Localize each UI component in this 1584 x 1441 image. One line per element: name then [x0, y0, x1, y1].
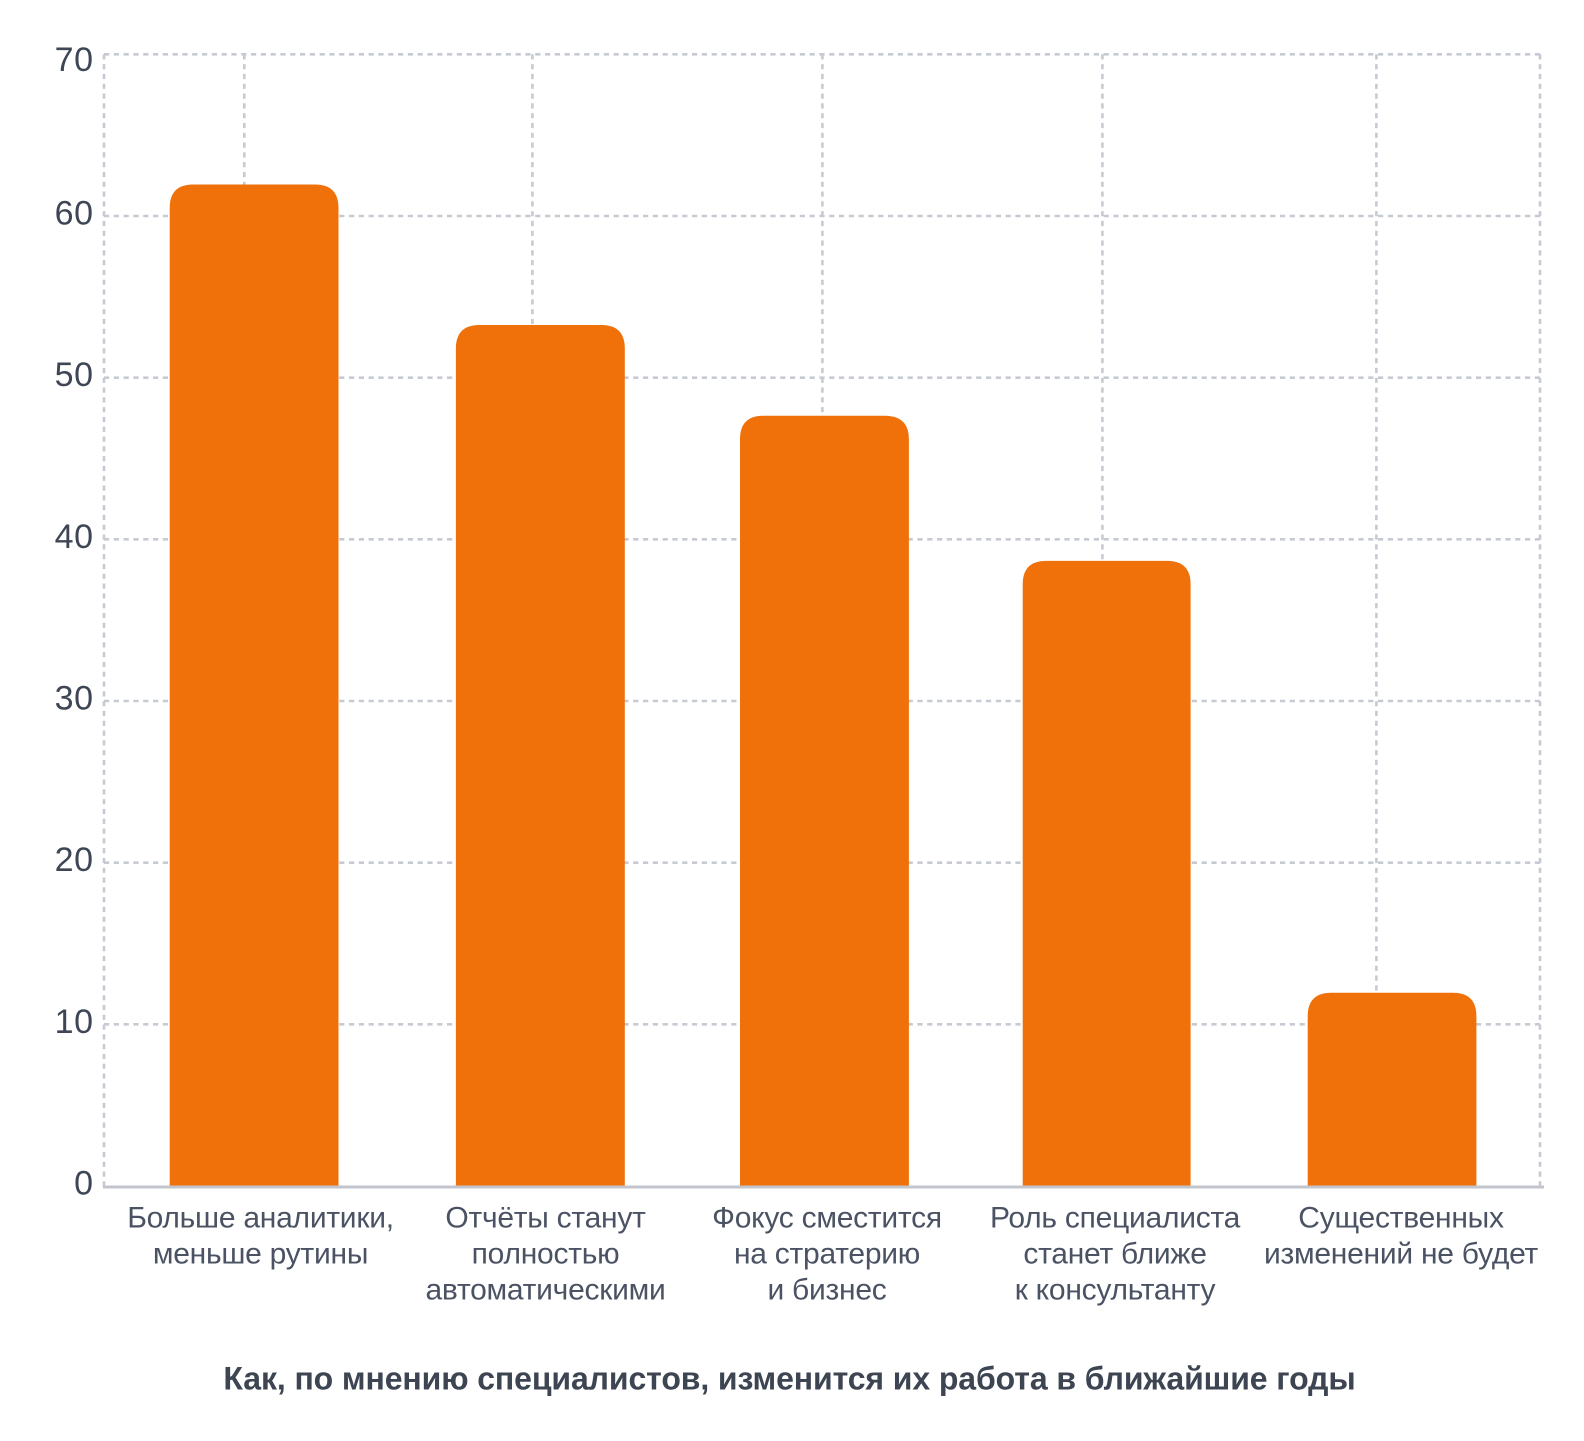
svg-text:Существенных: Существенных: [1298, 1202, 1504, 1235]
svg-text:Больше аналитики,: Больше аналитики,: [127, 1202, 394, 1235]
svg-text:полностью: полностью: [472, 1238, 620, 1271]
svg-text:меньше рутины: меньше рутины: [153, 1238, 368, 1271]
svg-text:автоматическими: автоматическими: [425, 1274, 665, 1307]
svg-text:40: 40: [55, 518, 94, 556]
svg-text:20: 20: [55, 841, 94, 879]
svg-text:50: 50: [55, 356, 94, 394]
svg-text:к консультанту: к консультанту: [1015, 1274, 1216, 1307]
svg-text:станет ближе: станет ближе: [1023, 1238, 1206, 1271]
svg-text:изменений не будет: изменений не будет: [1264, 1238, 1539, 1271]
svg-text:0: 0: [74, 1165, 93, 1203]
svg-text:30: 30: [55, 680, 94, 718]
svg-text:и бизнес: и бизнес: [767, 1274, 886, 1307]
svg-text:Отчёты станут: Отчёты станут: [445, 1202, 646, 1235]
svg-text:60: 60: [55, 195, 94, 233]
svg-text:10: 10: [55, 1003, 94, 1041]
svg-text:на стратерию: на стратерию: [734, 1238, 920, 1271]
svg-text:Фокус сместится: Фокус сместится: [712, 1202, 942, 1235]
svg-text:Роль специалиста: Роль специалиста: [990, 1202, 1241, 1235]
svg-text:Как, по мнению специалистов, и: Как, по мнению специалистов, изменится и…: [223, 1361, 1355, 1397]
svg-text:70: 70: [55, 41, 94, 79]
